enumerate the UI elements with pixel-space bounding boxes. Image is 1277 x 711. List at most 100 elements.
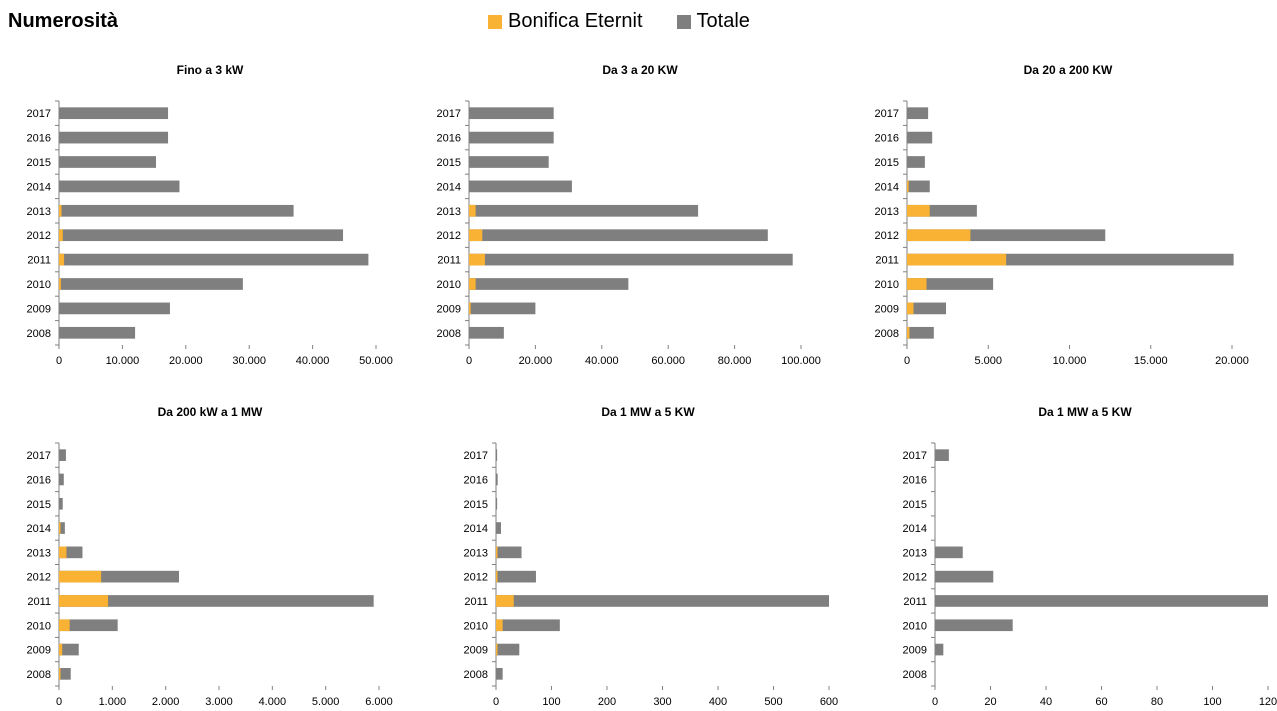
y-tick-label: 2016 <box>27 133 51 145</box>
bar-totale <box>907 156 925 168</box>
bar-totale <box>59 107 169 120</box>
legend-item-bonifica: Bonifica Eternit <box>488 10 643 33</box>
y-tick-label: 2012 <box>27 230 51 242</box>
x-tick-label: 0 <box>56 696 62 708</box>
y-tick-label: 2017 <box>437 108 461 120</box>
bar-bonifica <box>907 326 910 339</box>
bar-totale <box>469 156 549 168</box>
y-tick-label: 2015 <box>27 157 51 169</box>
chart-title: Da 3 a 20 KW <box>602 63 678 77</box>
x-tick-label: 20 <box>984 696 996 708</box>
legend: Bonifica Eternit Totale <box>488 10 784 33</box>
chart-title: Fino a 3 kW <box>177 63 244 77</box>
y-tick-label: 2009 <box>875 303 899 315</box>
chart-title: Da 1 MW a 5 KW <box>601 405 695 419</box>
x-tick-label: 200 <box>598 696 616 708</box>
x-tick-label: 300 <box>653 696 671 708</box>
bar-bonifica <box>496 619 503 632</box>
y-tick-label: 2008 <box>464 669 488 681</box>
bar-totale <box>59 522 65 534</box>
y-tick-label: 2008 <box>27 669 51 681</box>
bar-totale <box>935 546 963 559</box>
bar-totale <box>469 253 793 266</box>
y-tick-label: 2010 <box>27 620 51 632</box>
y-tick-label: 2017 <box>27 108 51 120</box>
bar-bonifica <box>907 302 914 315</box>
bar-totale <box>907 302 946 315</box>
y-tick-label: 2015 <box>875 157 899 169</box>
x-tick-label: 0 <box>466 355 472 367</box>
y-tick-label: 2012 <box>27 572 51 584</box>
y-tick-label: 2015 <box>27 499 51 511</box>
chart-6: Da 1 MW a 5 KW 0 20 40 60 80 100 120 2008 2009 201… <box>903 405 1277 708</box>
bar-totale <box>469 180 572 193</box>
bar-bonifica <box>59 668 61 680</box>
y-tick-label: 2011 <box>903 596 927 608</box>
bar-totale <box>496 449 498 461</box>
bar-totale <box>59 302 170 315</box>
x-tick-label: 0 <box>932 696 938 708</box>
bar-totale <box>496 473 498 486</box>
x-tick-label: 40.000 <box>296 355 330 367</box>
bar-totale <box>59 546 83 559</box>
bar-totale <box>469 131 554 144</box>
bar-totale <box>907 253 1234 266</box>
bar-bonifica <box>496 595 514 607</box>
bar-bonifica <box>59 570 102 583</box>
y-tick-label: 2012 <box>437 230 461 242</box>
y-tick-label: 2017 <box>875 108 899 120</box>
bar-bonifica <box>907 204 930 217</box>
y-tick-label: 2011 <box>464 596 488 608</box>
y-tick-label: 2011 <box>27 596 51 608</box>
y-tick-label: 2014 <box>437 181 461 193</box>
bar-totale <box>496 570 536 583</box>
y-tick-label: 2008 <box>27 328 51 340</box>
y-tick-label: 2011 <box>27 255 51 267</box>
bar-totale <box>935 619 1013 632</box>
bar-totale <box>496 497 498 510</box>
bar-totale <box>496 595 829 607</box>
bar-bonifica <box>59 229 63 242</box>
bar-bonifica <box>907 278 927 290</box>
bar-bonifica <box>59 253 65 266</box>
y-tick-label: 2008 <box>437 328 461 340</box>
y-tick-label: 2011 <box>437 255 461 267</box>
bar-totale <box>935 643 944 656</box>
bar-totale <box>59 253 369 266</box>
x-tick-label: 80.000 <box>718 355 752 367</box>
bar-totale <box>496 522 501 534</box>
y-tick-label: 2012 <box>464 572 488 584</box>
x-tick-label: 600 <box>820 696 838 708</box>
bar-bonifica <box>59 546 67 559</box>
bar-totale <box>469 229 768 242</box>
bar-bonifica <box>907 253 1007 266</box>
y-tick-label: 2015 <box>903 499 927 511</box>
bar-totale <box>469 278 629 290</box>
bar-totale <box>935 449 949 461</box>
chart-2: Da 3 a 20 KW 0 20.000 40.000 60.000 80.000 100… <box>437 63 821 367</box>
y-tick-label: 2017 <box>464 450 488 462</box>
y-tick-label: 2015 <box>437 157 461 169</box>
bar-totale <box>59 497 63 510</box>
page-title: Numerosità <box>8 10 119 32</box>
bar-totale <box>59 643 79 656</box>
x-tick-label: 15.000 <box>1134 355 1168 367</box>
x-tick-label: 100 <box>1203 696 1221 708</box>
x-tick-label: 20.000 <box>169 355 203 367</box>
x-tick-label: 40.000 <box>585 355 619 367</box>
bar-bonifica <box>907 229 971 242</box>
y-tick-label: 2008 <box>875 328 899 340</box>
x-tick-label: 500 <box>764 696 782 708</box>
x-tick-label: 100 <box>542 696 560 708</box>
bar-bonifica <box>469 302 471 315</box>
bar-totale <box>59 278 243 290</box>
y-tick-label: 2010 <box>464 620 488 632</box>
bar-bonifica <box>469 204 476 217</box>
bar-totale <box>469 302 536 315</box>
x-tick-label: 30.000 <box>232 355 266 367</box>
y-tick-label: 2013 <box>875 206 899 218</box>
chart-title: Da 1 MW a 5 KW <box>1038 405 1132 419</box>
x-tick-label: 3.000 <box>205 696 233 708</box>
bar-bonifica <box>496 546 498 559</box>
bar-totale <box>469 204 699 217</box>
